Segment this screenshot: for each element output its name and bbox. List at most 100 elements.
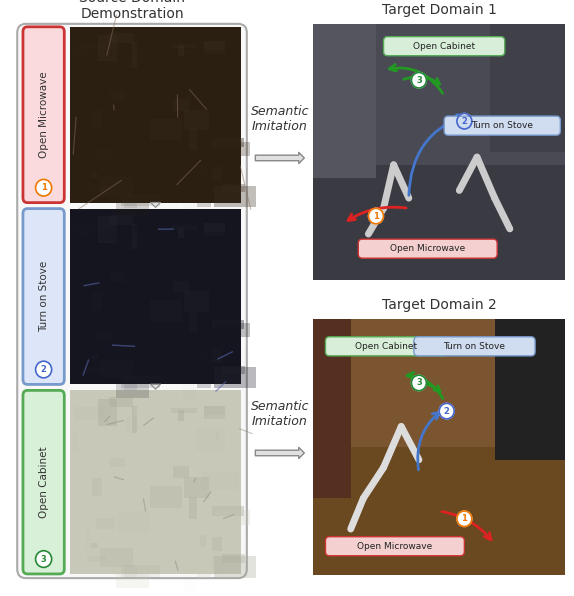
Bar (98, 35, 117, 61)
Bar (86, 154, 90, 179)
Bar (222, 366, 245, 374)
Bar (92, 478, 102, 496)
Bar (104, 448, 137, 474)
FancyBboxPatch shape (17, 24, 247, 578)
Bar (184, 195, 196, 219)
Bar (189, 497, 197, 519)
Bar (222, 184, 245, 193)
Bar (216, 433, 219, 441)
Bar (126, 234, 131, 250)
FancyBboxPatch shape (414, 337, 535, 356)
Bar (200, 535, 205, 547)
Bar (132, 406, 137, 433)
Bar (166, 80, 167, 92)
Bar (115, 197, 149, 216)
Bar (204, 41, 225, 54)
Text: Open Microwave: Open Microwave (38, 72, 49, 158)
Bar (204, 223, 225, 236)
Bar (313, 319, 351, 498)
Bar (203, 243, 223, 244)
Bar (313, 24, 565, 280)
Bar (203, 285, 239, 304)
Bar (197, 197, 211, 207)
Bar (214, 556, 256, 578)
Text: 3: 3 (416, 378, 422, 387)
Bar (180, 541, 199, 548)
Bar (104, 82, 137, 107)
Text: 1: 1 (373, 212, 379, 221)
Bar (121, 564, 160, 578)
Bar (490, 24, 565, 152)
Bar (100, 548, 133, 567)
Bar (211, 366, 218, 381)
Bar (230, 350, 250, 371)
Bar (200, 165, 205, 177)
Bar (184, 110, 208, 130)
Bar (110, 91, 126, 100)
FancyBboxPatch shape (325, 537, 464, 556)
Bar (207, 499, 241, 522)
Bar (184, 566, 196, 591)
FancyBboxPatch shape (23, 390, 64, 574)
Bar (87, 367, 106, 372)
Bar (118, 511, 149, 533)
Bar (211, 555, 218, 570)
Bar (207, 131, 241, 152)
Bar (215, 142, 250, 156)
Bar (190, 448, 226, 470)
Text: 1: 1 (461, 514, 467, 523)
Bar (136, 508, 148, 511)
Bar (150, 119, 183, 140)
Bar (151, 256, 165, 269)
Bar (165, 164, 193, 175)
Bar (125, 194, 137, 208)
Circle shape (412, 73, 426, 88)
Circle shape (412, 375, 426, 391)
FancyBboxPatch shape (325, 337, 447, 356)
Bar (184, 477, 208, 498)
Bar (184, 377, 196, 401)
Circle shape (369, 208, 383, 224)
Bar (179, 45, 184, 57)
FancyBboxPatch shape (358, 239, 497, 258)
Bar (110, 398, 133, 408)
Circle shape (36, 361, 52, 378)
Text: 2: 2 (41, 365, 46, 374)
Bar (70, 27, 241, 203)
Bar (495, 319, 565, 460)
Text: Target Domain 1: Target Domain 1 (382, 3, 497, 17)
Bar (111, 71, 135, 82)
Bar (313, 164, 565, 280)
Bar (179, 227, 184, 238)
Bar (115, 379, 149, 398)
Bar (203, 471, 239, 490)
Circle shape (439, 403, 454, 419)
Bar (96, 149, 115, 159)
Text: Open Microwave: Open Microwave (357, 542, 433, 551)
Text: 2: 2 (461, 117, 467, 126)
Bar (212, 507, 244, 516)
Bar (196, 244, 226, 267)
Bar (196, 63, 226, 85)
Bar (216, 68, 219, 75)
Circle shape (36, 179, 52, 196)
Bar (136, 139, 148, 143)
Bar (170, 323, 173, 334)
Circle shape (457, 113, 472, 129)
Circle shape (36, 551, 52, 567)
Bar (91, 355, 98, 359)
Bar (204, 405, 225, 419)
Bar (121, 375, 160, 388)
Text: Turn on Stove: Turn on Stove (444, 342, 506, 351)
Bar (203, 61, 223, 62)
FancyBboxPatch shape (383, 37, 505, 56)
Bar (87, 185, 106, 191)
Bar (160, 409, 195, 411)
Bar (313, 24, 376, 178)
Bar (100, 359, 133, 378)
Bar (110, 458, 126, 467)
Bar (118, 143, 149, 163)
Bar (96, 331, 115, 341)
Bar (70, 390, 241, 574)
Bar (190, 263, 226, 285)
